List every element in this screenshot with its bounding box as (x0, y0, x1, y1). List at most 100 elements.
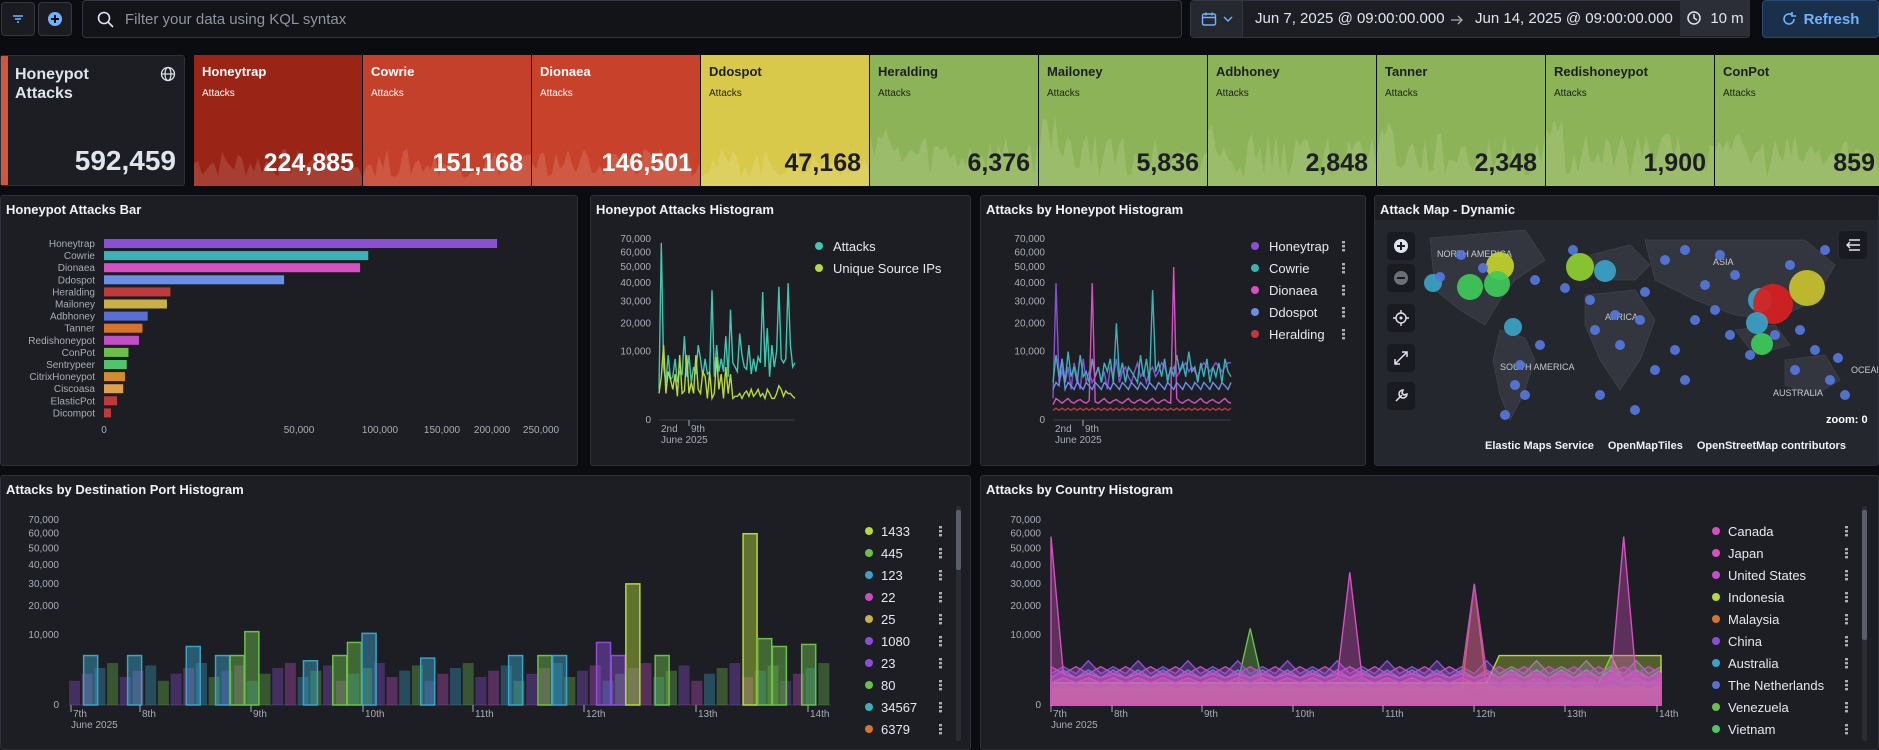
wrench-icon (1395, 389, 1408, 402)
kebab-icon (1845, 556, 1848, 559)
bar (625, 583, 641, 706)
honeypot-attacks-bar-panel: Honeypot Attacks Bar Honeytrap Cowrie Dion… (0, 195, 578, 466)
attribution-link[interactable]: OpenMapTiles (1607, 440, 1683, 452)
legend-swatch (1251, 308, 1259, 316)
kebab-icon (1342, 311, 1345, 314)
sparkline-area (532, 148, 700, 186)
kebab-icon (939, 728, 942, 731)
legend-label: Australia (1728, 656, 1779, 671)
zoom-in-button[interactable] (1387, 232, 1415, 260)
bar (94, 668, 106, 705)
legend-swatch (865, 637, 873, 645)
tools-button[interactable] (1387, 382, 1415, 410)
bar (665, 670, 677, 705)
bar (185, 645, 201, 706)
layers-toggle-button[interactable] (1839, 231, 1867, 259)
attribution-link[interactable]: OpenStreetMap contributors (1696, 440, 1846, 452)
attack-marker (1789, 270, 1825, 306)
start-date[interactable]: Jun 7, 2025 @ 09:00:00.000 (1255, 10, 1445, 27)
bar (742, 677, 754, 705)
bar (104, 360, 127, 369)
bar (805, 668, 817, 705)
y-tick-label: 10,000 (620, 347, 651, 358)
globe-icon[interactable] (160, 66, 176, 82)
bar (81, 673, 93, 705)
metric-tile-redishoneypot[interactable]: Redishoneypot Attacks 1,900 (1546, 55, 1714, 186)
date-picker[interactable]: Jun 7, 2025 @ 09:00:00.000 Jun 14, 2025 … (1190, 0, 1750, 38)
add-filter-button[interactable] (38, 2, 72, 36)
metric-tile-honeytrap[interactable]: Honeytrap Attacks 224,885 (194, 55, 362, 186)
metric-value: 6,376 (967, 149, 1030, 177)
metric-tile-conpot[interactable]: ConPot Attacks 859 (1715, 55, 1879, 186)
attack-marker (1660, 255, 1670, 265)
attack-marker (1746, 312, 1768, 334)
filter-menu-button[interactable] (1, 2, 35, 36)
y-tick-label: 70,000 (28, 515, 59, 526)
legend-label: Ddospot (1269, 305, 1318, 320)
chevron-down-icon (1223, 16, 1232, 22)
attack-marker (1560, 283, 1570, 293)
kebab-icon (939, 592, 942, 595)
x-axis-label: June 2025 (71, 720, 118, 731)
attack-marker (1810, 345, 1820, 355)
end-date[interactable]: Jun 14, 2025 @ 09:00:00.000 (1475, 10, 1673, 27)
attack-marker (1820, 245, 1830, 255)
kebab-icon (939, 732, 942, 735)
legend-swatch (815, 242, 823, 250)
kebab-icon (1845, 534, 1848, 537)
y-tick-label: 60,000 (28, 529, 59, 540)
attack-marker (1566, 253, 1594, 281)
y-tick-label: 60,000 (1010, 529, 1041, 540)
fit-bounds-button[interactable] (1387, 304, 1415, 332)
metric-tile-ddospot[interactable]: Ddospot Attacks 47,168 (701, 55, 869, 186)
bar (132, 670, 144, 705)
metric-tile-cowrie[interactable]: Cowrie Attacks 151,168 (363, 55, 531, 186)
x-tick-label: 50,000 (284, 425, 315, 436)
x-tick-label: 8th (142, 709, 156, 720)
search-input[interactable]: Filter your data using KQL syntax (125, 11, 347, 28)
attack-marker (1640, 287, 1650, 297)
kebab-icon (939, 706, 942, 709)
bar (488, 670, 500, 705)
series-line (1052, 266, 1232, 406)
legend-label: 445 (881, 546, 903, 561)
attack-marker (1435, 272, 1445, 282)
legend-swatch (865, 725, 873, 733)
x-tick-label: 0 (101, 425, 107, 436)
refresh-label: Refresh (1803, 10, 1860, 28)
sparkline (1715, 133, 1879, 186)
y-tick-label: 0 (1035, 700, 1041, 711)
bar (170, 673, 182, 705)
filter-icon (13, 15, 23, 23)
metric-tile-adbhoney[interactable]: Adbhoney Attacks 2,848 (1208, 55, 1376, 186)
world-map[interactable]: NORTH AMERICA SOUTH AMERICA AFRICA ASIA AUST… (1375, 220, 1879, 466)
bar (214, 654, 231, 706)
expand-icon (1394, 351, 1408, 365)
metric-value: 146,501 (601, 149, 692, 177)
bar (627, 668, 639, 705)
fullscreen-button[interactable] (1387, 344, 1415, 372)
legend-swatch (1712, 703, 1720, 711)
metric-tile-dionaea[interactable]: Dionaea Attacks 146,501 (532, 55, 700, 186)
metric-tile-tanner[interactable]: Tanner Attacks 2,348 (1377, 55, 1545, 186)
zoom-out-button[interactable] (1387, 264, 1415, 292)
category-label: Tanner (64, 324, 95, 335)
kebab-icon (939, 552, 942, 555)
refresh-button[interactable]: Refresh (1762, 0, 1879, 38)
metric-tile-heralding[interactable]: Heralding Attacks 6,376 (870, 55, 1038, 186)
y-tick-label: 20,000 (1010, 601, 1041, 612)
attribution-link[interactable]: Elastic Maps Service (1485, 440, 1594, 452)
refresh-interval[interactable]: 10 m (1680, 0, 1750, 36)
metric-subtitle: Attacks (1047, 88, 1080, 99)
bar (653, 677, 665, 705)
quick-menu-button[interactable] (1191, 1, 1243, 37)
x-axis-label: June 2025 (1051, 720, 1098, 731)
metric-tile-mailoney[interactable]: Mailoney Attacks 5,836 (1039, 55, 1207, 186)
x-tick-label: 9th (1085, 424, 1099, 435)
x-tick-label: 250,000 (523, 425, 560, 436)
bar (104, 347, 129, 357)
search-bar[interactable]: Filter your data using KQL syntax (82, 0, 1182, 38)
kebab-icon (939, 556, 942, 559)
bar (386, 677, 398, 705)
